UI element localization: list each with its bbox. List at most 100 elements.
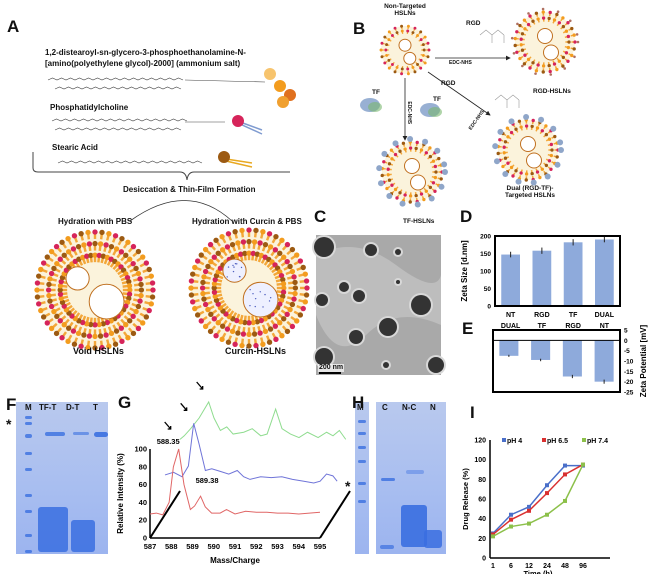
aqueous-core [405, 159, 420, 174]
lipid-head [290, 247, 295, 252]
lipid-head [127, 318, 132, 323]
lipid-head [189, 278, 194, 283]
lipid-head [303, 271, 308, 276]
lipid-head [523, 27, 526, 30]
tf-hsln [376, 136, 448, 207]
lipid-head [81, 242, 86, 247]
lipid-head [136, 271, 141, 276]
x-tick-label: RGD [534, 312, 550, 319]
lipid-head [304, 285, 309, 290]
bar-nt [501, 255, 520, 306]
data-point [527, 505, 531, 509]
lipid-head [541, 129, 544, 132]
lipid-head [396, 66, 399, 69]
lipid-head [510, 166, 513, 169]
lipid-head [133, 266, 138, 271]
rgd-peptide-icon [542, 8, 545, 11]
lipid-head [390, 149, 393, 152]
void-hsln [34, 229, 155, 350]
lipid-head [558, 21, 561, 24]
lipid-head [504, 157, 507, 160]
protein-band [94, 432, 108, 437]
gel-f: M TF-T D-T T [16, 402, 108, 554]
lipid-head [420, 148, 423, 151]
lipid-head [419, 30, 422, 33]
marker-band [25, 468, 32, 471]
transferrin-icon [438, 184, 444, 190]
transferrin-protein-icon [368, 102, 382, 112]
panel-label-g: G [118, 394, 131, 413]
lipid-head [406, 68, 409, 71]
lipid-head [230, 329, 235, 334]
lipid-head [71, 328, 76, 333]
lipid-head [46, 282, 51, 287]
lipid-head [131, 314, 136, 319]
y-tick-label: 150 [480, 251, 491, 258]
rgd-peptide-icon [569, 19, 572, 22]
chart-zeta-potential: 50-5-10-15-20-25 Zeta Potential [mV] [450, 325, 650, 405]
lipid-head [291, 274, 296, 279]
peg-lipid-icon [264, 68, 276, 80]
lipid-head [523, 62, 526, 65]
lipid-head [131, 331, 136, 336]
hydrocarbon-chain [55, 128, 181, 130]
lipid-head [98, 333, 103, 338]
lipid-head [287, 264, 292, 269]
lipid-head [385, 54, 388, 57]
legend-marker [542, 438, 546, 442]
lipid-head [527, 23, 530, 26]
lipid-head [137, 298, 142, 303]
transferrin-protein-icon [428, 107, 442, 117]
lipid-head [422, 43, 425, 46]
data-point [545, 513, 549, 517]
y-tick-label: 100 [474, 457, 486, 464]
lipid-head [279, 238, 284, 243]
y-tick-label: 50 [484, 286, 492, 293]
lane-label-c: C [382, 404, 388, 413]
bar-nt [595, 340, 614, 381]
lipid-head [440, 177, 443, 180]
lipid-head [525, 178, 528, 181]
legend-label: pH 7.4 [587, 438, 608, 445]
lane-label-n-c: N-C [402, 404, 416, 413]
lipid-head [521, 49, 524, 52]
lipid-head [114, 328, 119, 333]
lipid-head [547, 64, 550, 67]
curcin-dot [232, 265, 233, 266]
y-tick-label: 80 [139, 462, 147, 471]
data-point [491, 534, 495, 538]
lipid-head [385, 43, 388, 46]
lipid-head [383, 62, 386, 65]
lane-label-n: N [430, 404, 436, 413]
lipid-head [548, 159, 551, 162]
lipid-head [113, 233, 118, 238]
lipid-structures [0, 0, 300, 200]
lipid-head [49, 326, 54, 331]
lipid-head [549, 168, 552, 171]
lipid-head [400, 72, 403, 75]
rgd-label-2: RGD [441, 80, 455, 87]
nanoparticle [316, 294, 328, 306]
lipid-head [416, 141, 419, 144]
lipid-head [131, 261, 136, 266]
lipid-head [59, 240, 64, 245]
lane-label-t: T [93, 404, 98, 413]
peak-arrow-icon [181, 403, 187, 410]
lipid-head [103, 242, 108, 247]
lipid-head [200, 280, 205, 285]
marker-band [25, 534, 32, 537]
lipid-head [429, 186, 432, 189]
data-point [581, 463, 585, 467]
lipid-head [62, 253, 67, 258]
lipid-head [114, 246, 119, 251]
transferrin-icon [381, 151, 387, 157]
curcin-dot [235, 263, 236, 264]
x-tick-label: 587 [144, 542, 157, 551]
rgd-peptide-icon [576, 33, 579, 36]
lipid-head [402, 142, 405, 145]
lipid-head [49, 271, 54, 276]
lipid-head [58, 318, 63, 323]
lipid-head [414, 147, 417, 150]
x-tick-label: 588 [165, 542, 178, 551]
